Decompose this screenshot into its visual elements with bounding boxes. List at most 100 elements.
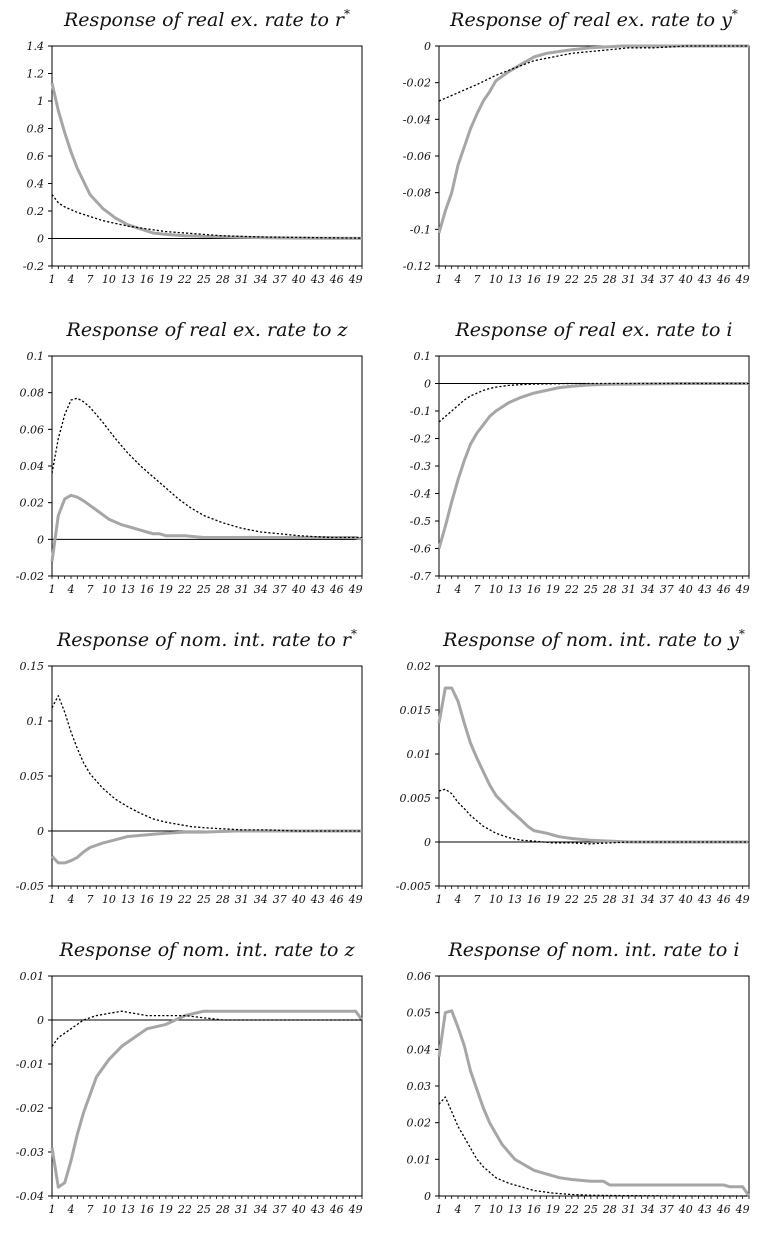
x-tick-label: 49 (348, 1203, 363, 1216)
y-tick-label: 0.01 (407, 748, 432, 761)
x-tick-label: 19 (546, 893, 560, 906)
x-tick-label: 13 (121, 273, 135, 286)
chart-title-superscript: * (739, 627, 745, 641)
y-tick-label: 0.05 (20, 770, 45, 783)
x-tick-label: 43 (310, 583, 325, 596)
y-tick-label: 0.1 (27, 350, 45, 363)
y-tick-label: -0.4 (410, 488, 431, 501)
chart-panel-8: Response of nom. int. rate to i 0.06 0.05 0… (387, 930, 774, 1240)
plot-frame (51, 45, 363, 267)
x-tick-label: 7 (86, 583, 93, 596)
y-tick-label: -0.7 (410, 570, 431, 583)
chart-title-main: Response of real ex. rate to (66, 319, 338, 341)
x-tick-label: 49 (348, 583, 363, 596)
y-tick-label: -0.12 (403, 260, 431, 273)
x-tick-label: 10 (489, 583, 503, 596)
x-tick-label: 28 (602, 273, 617, 286)
x-tick-label: 10 (489, 893, 503, 906)
x-tick-label: 49 (735, 583, 750, 596)
y-tick-label: -0.5 (410, 515, 431, 528)
x-tick-label: 28 (215, 893, 230, 906)
chart-panel-6: Response of nom. int. rate to y* 0.02 0.01… (387, 620, 774, 930)
series-line-solid (437, 686, 749, 844)
chart-title-superscript: * (351, 627, 357, 641)
y-tick-label: 0.05 (407, 1007, 432, 1020)
x-tick-label: 7 (86, 893, 93, 906)
x-tick-label: 46 (329, 893, 344, 906)
x-tick-label: 43 (697, 583, 712, 596)
x-tick-label: 40 (291, 583, 306, 596)
x-tick-label: 10 (102, 273, 116, 286)
x-tick-label: 46 (716, 583, 731, 596)
series-line-dotted (51, 397, 362, 539)
x-tick-label: 4 (66, 273, 74, 286)
chart-title-var: y (720, 9, 732, 31)
x-tick-label: 46 (329, 273, 344, 286)
x-tick-label: 1 (436, 273, 443, 286)
series-line-dotted (438, 45, 749, 102)
x-tick-label: 28 (215, 583, 230, 596)
x-tick-label: 13 (508, 1203, 522, 1216)
chart-panel-4: Response of real ex. rate to i 0.1 0 -0.1 -0… (387, 310, 774, 620)
x-tick-label: 22 (177, 1203, 192, 1216)
series-line-solid (50, 1009, 364, 1189)
chart-title: Response of nom. int. rate to y* (442, 627, 745, 651)
x-tick-label: 4 (66, 1203, 74, 1216)
x-tick-label: 22 (177, 583, 192, 596)
chart-title-var: z (336, 319, 348, 341)
x-tick-label: 16 (140, 893, 154, 906)
x-tick-label: 37 (660, 1203, 674, 1216)
y-tick-label: 1 (37, 95, 44, 108)
x-tick-label: 28 (602, 1203, 617, 1216)
x-tick-label: 7 (473, 273, 480, 286)
chart-svg: Response of nom. int. rate to y* 0.02 0.01… (396, 627, 750, 906)
x-tick-label: 31 (235, 893, 249, 906)
x-tick-label: 43 (310, 1203, 325, 1216)
x-tick-label: 7 (473, 893, 480, 906)
y-tick-label: 0.04 (20, 460, 45, 473)
x-tick-label: 10 (102, 1203, 116, 1216)
plot-frame (438, 45, 750, 267)
y-tick-label: 0.015 (400, 704, 432, 717)
series-line-solid (50, 493, 363, 562)
chart-svg: Response of real ex. rate to y* 0 -0.02 -0.… (403, 7, 750, 286)
x-tick-label: 49 (735, 1203, 750, 1216)
plot-frame (51, 665, 363, 887)
x-tick-label: 10 (102, 893, 116, 906)
series-line-solid (437, 44, 749, 234)
y-tick-label: 0.08 (20, 387, 45, 400)
x-tick-label: 1 (49, 583, 56, 596)
x-tick-label: 31 (235, 273, 249, 286)
x-tick-label: 25 (583, 893, 598, 906)
series-line-solid (50, 829, 362, 865)
x-tick-label: 25 (583, 583, 598, 596)
x-tick-label: 4 (453, 273, 461, 286)
chart-title-main: Response of real ex. rate to (449, 9, 721, 31)
x-tick-label: 34 (641, 583, 655, 596)
x-tick-label: 19 (546, 1203, 560, 1216)
x-tick-label: 7 (473, 1203, 480, 1216)
chart-panel-1: Response of real ex. rate to r* 1.4 1.2 1 0.… (0, 0, 387, 310)
chart-title-main: Response of nom. int. rate to (59, 939, 345, 961)
x-tick-label: 19 (546, 273, 560, 286)
series-line-dotted (51, 194, 363, 239)
x-tick-label: 37 (273, 1203, 287, 1216)
x-tick-label: 16 (527, 273, 541, 286)
chart-title-var: i (726, 319, 732, 341)
y-tick-label: -0.04 (403, 113, 431, 126)
series-line-solid (50, 82, 363, 240)
x-tick-label: 16 (140, 583, 154, 596)
x-tick-label: 10 (102, 583, 116, 596)
chart-svg: Response of real ex. rate to r* 1.4 1.2 1 0.… (23, 7, 363, 286)
series-line-dotted (438, 382, 749, 423)
y-tick-label: 0 (37, 825, 44, 838)
y-tick-label: 0.03 (407, 1080, 432, 1093)
x-tick-label: 37 (660, 273, 674, 286)
y-tick-label: 0 (37, 1014, 44, 1027)
x-tick-label: 46 (329, 1203, 344, 1216)
x-tick-label: 16 (527, 1203, 541, 1216)
x-tick-label: 1 (436, 1203, 443, 1216)
chart-panel-3: Response of real ex. rate to z 0.1 0.08 0.0… (0, 310, 387, 620)
x-tick-label: 22 (564, 583, 579, 596)
chart-title: Response of nom. int. rate to i (447, 939, 739, 961)
